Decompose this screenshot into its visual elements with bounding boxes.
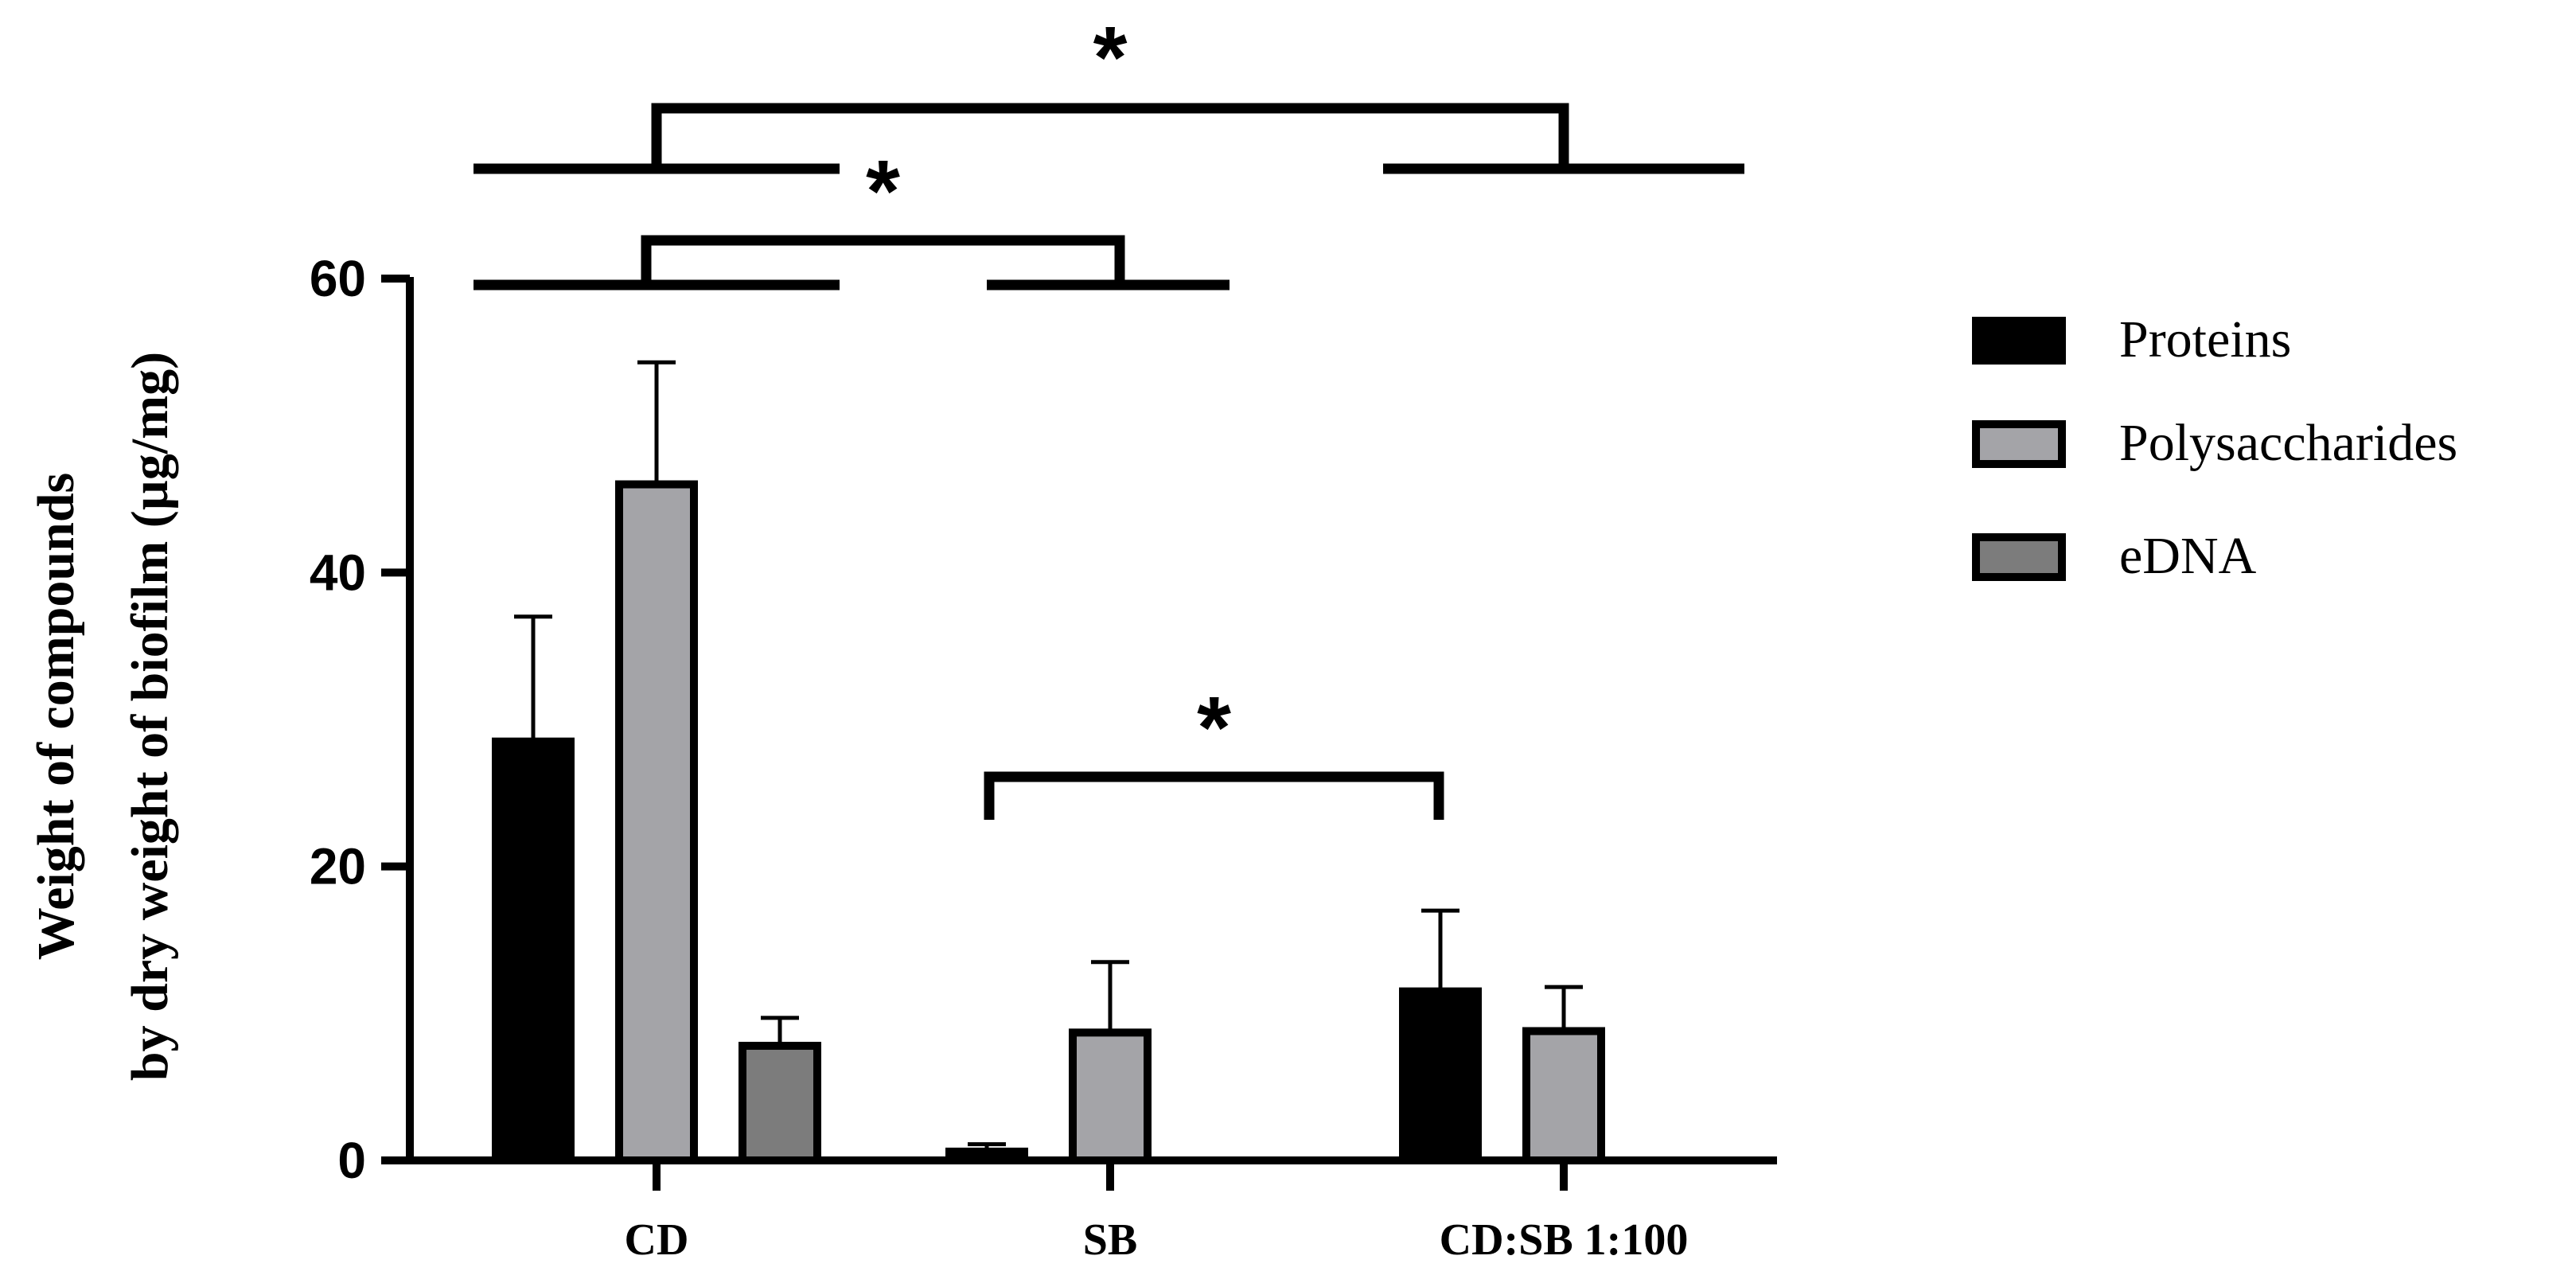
significance-bracket	[641, 235, 1125, 285]
legend-label: Polysaccharides	[2119, 414, 2457, 472]
bar	[1399, 987, 1482, 1164]
y-tick-label: 40	[310, 544, 366, 601]
significance-bracket	[651, 103, 1569, 169]
y-tick-label: 20	[310, 838, 366, 895]
legend-swatch	[1972, 420, 2066, 468]
significance-brackets: * * *	[474, 9, 1744, 820]
legend-swatch	[1972, 533, 2066, 581]
x-categories: CD SB CD:SB 1:100	[625, 1160, 1689, 1265]
y-tick-label: 60	[310, 250, 366, 307]
y-ticks: 0 20 40 60	[310, 250, 410, 1189]
y-tick-label: 0	[337, 1132, 366, 1189]
x-tick-label: CD:SB 1:100	[1440, 1215, 1689, 1265]
error-bars	[514, 360, 1583, 1152]
y-axis-label: Weight of compounds by dry weight of biof…	[27, 352, 179, 1081]
legend-label: Proteins	[2119, 310, 2291, 369]
significance-star: *	[1197, 679, 1231, 777]
x-tick-label: CD	[625, 1215, 689, 1265]
significance-star: *	[866, 142, 900, 240]
bar	[945, 1147, 1028, 1165]
bar	[1069, 1028, 1152, 1164]
bars	[492, 480, 1605, 1165]
significance-star: *	[1093, 9, 1128, 107]
legend: Proteins Polysaccharides eDNA	[1972, 310, 2457, 585]
y-axis-label-line: Weight of compounds	[27, 473, 85, 960]
legend-label: eDNA	[2119, 527, 2257, 585]
x-tick-label: SB	[1083, 1215, 1138, 1265]
bar	[615, 480, 698, 1164]
significance-bracket	[984, 771, 1444, 820]
bar	[739, 1041, 821, 1164]
bar	[1522, 1027, 1605, 1164]
legend-swatch	[1972, 317, 2066, 365]
y-axis-label-line: by dry weight of biofilm (µg/mg)	[121, 352, 179, 1081]
bar	[492, 737, 575, 1164]
